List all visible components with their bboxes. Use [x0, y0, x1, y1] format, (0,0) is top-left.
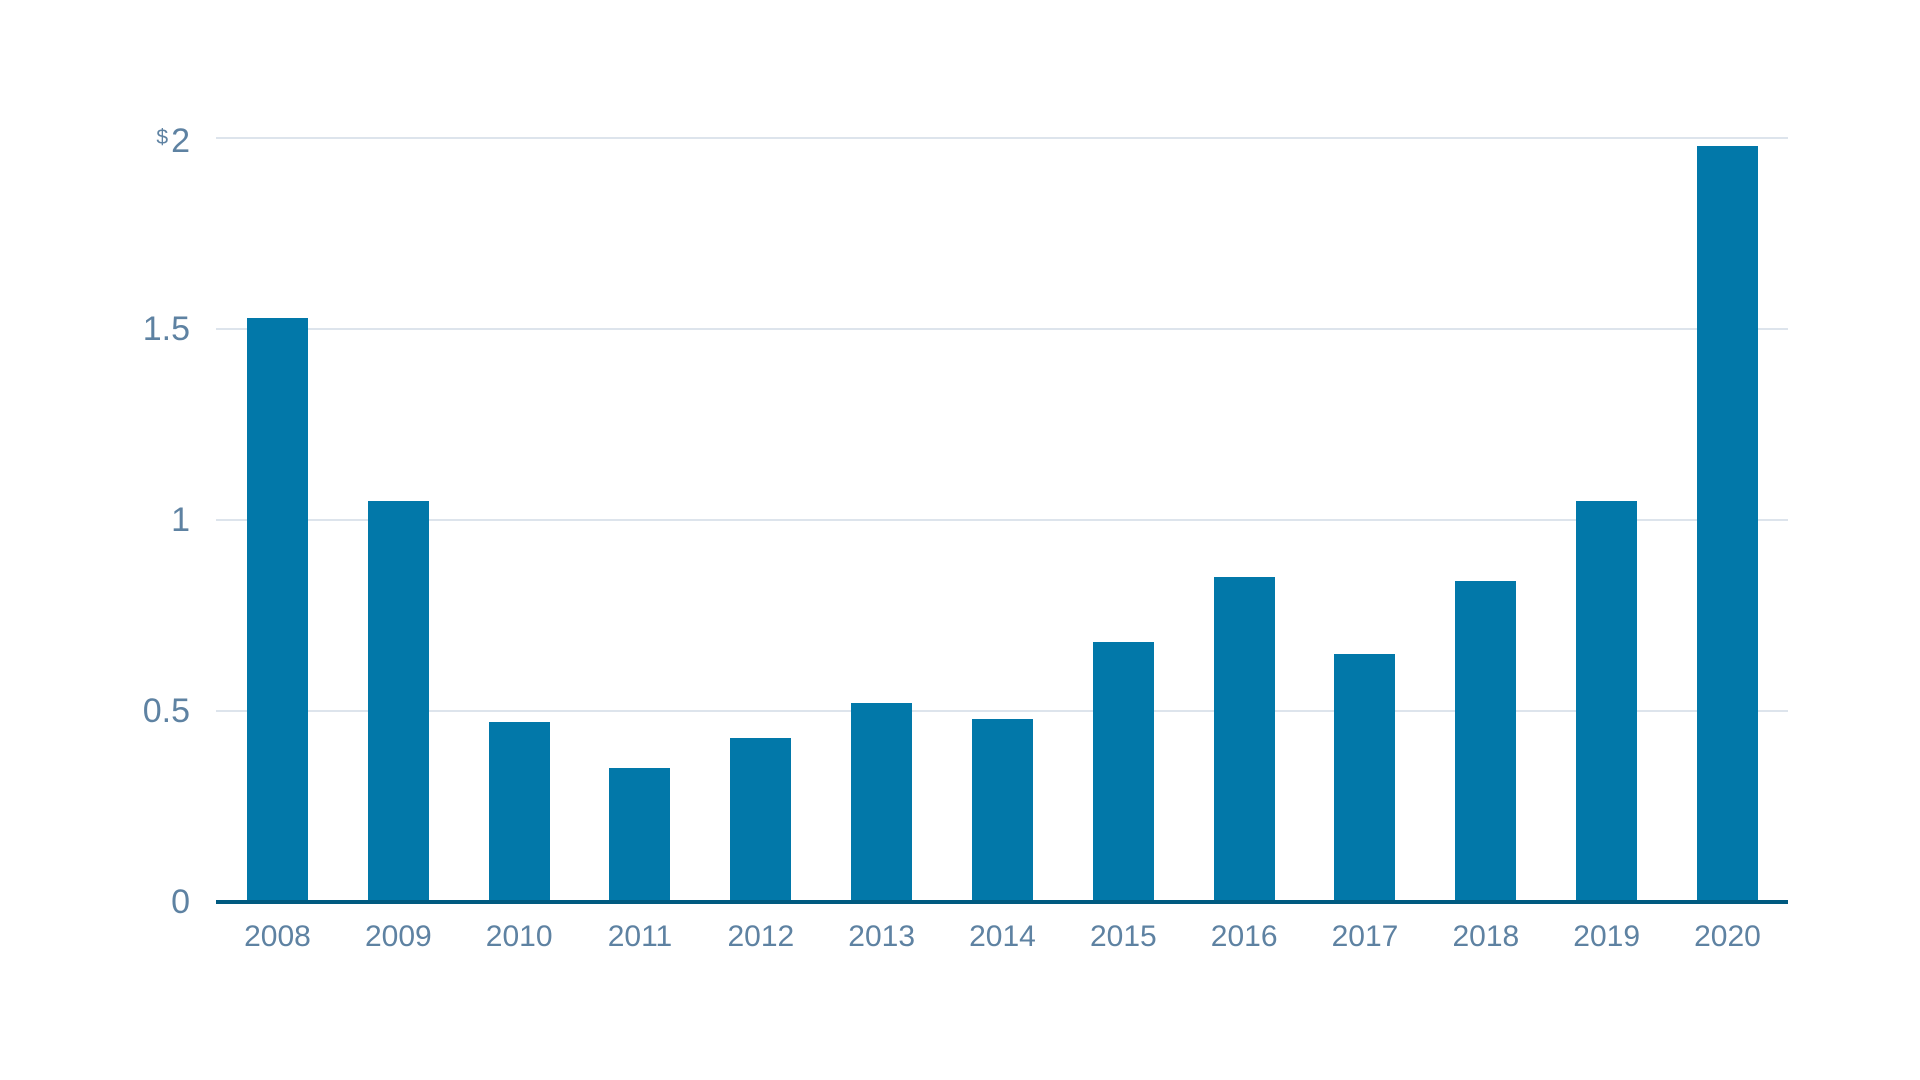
x-axis-tick-label: 2016 [1210, 920, 1278, 953]
y-tick-value: 2 [171, 122, 190, 160]
y-tick-value: 0 [171, 883, 190, 921]
bar-2016 [1213, 577, 1275, 902]
y-axis-tick-label: 0 [40, 885, 190, 919]
x-axis-tick-label: 2010 [485, 920, 553, 953]
x-axis-tick-label: 2012 [727, 920, 795, 953]
x-axis-line [216, 900, 1788, 904]
bar-2013 [851, 703, 913, 902]
bar-2011 [609, 768, 671, 902]
x-axis-tick-label: 2014 [969, 920, 1036, 953]
bar-2015 [1092, 642, 1154, 902]
currency-symbol: $ [156, 126, 169, 149]
y-tick-value: 0.5 [142, 692, 190, 730]
x-axis-tick-label: 2019 [1573, 920, 1641, 953]
x-axis-tick-label: 2013 [848, 920, 916, 953]
bar-2018 [1455, 581, 1517, 902]
bar-2017 [1334, 653, 1396, 902]
bar-2010 [488, 722, 550, 902]
y-tick-value: 1.5 [142, 310, 190, 348]
bar-2019 [1576, 500, 1638, 902]
y-gridline-1.5 [216, 328, 1788, 330]
y-tick-value: 1 [171, 501, 190, 539]
x-axis-tick-label: 2009 [364, 920, 432, 953]
y-axis-tick-label: $2 [40, 121, 190, 158]
x-axis-tick-label: 2011 [607, 920, 673, 953]
y-axis-tick-label: 1 [40, 503, 190, 537]
bar-2012 [730, 737, 792, 902]
bar-2008 [247, 317, 308, 902]
bar-2009 [367, 500, 429, 902]
x-axis-tick-label: 2015 [1089, 920, 1157, 953]
y-gridline-0.5 [216, 710, 1788, 712]
x-axis-tick-label: 2017 [1331, 920, 1399, 953]
y-axis-tick-label: 1.5 [40, 312, 190, 346]
y-gridline-1 [216, 519, 1788, 521]
bar-2020 [1696, 145, 1758, 902]
x-axis-tick-label: 2008 [244, 920, 311, 953]
y-gridline-2 [216, 137, 1788, 139]
x-axis-tick-label: 2020 [1694, 920, 1761, 953]
y-axis-tick-label: 0.5 [40, 694, 190, 728]
bar-2014 [971, 718, 1033, 902]
x-axis-tick-label: 2018 [1452, 920, 1520, 953]
